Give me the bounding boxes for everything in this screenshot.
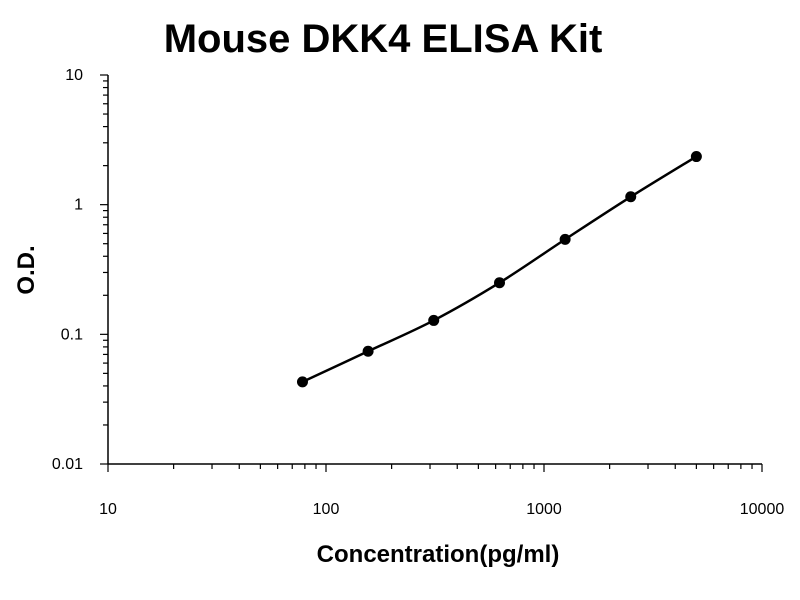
tick-labels: 10 100 1000 10000 0.01 0.1 1 10 [52, 67, 784, 518]
standard-curve-line [301, 155, 698, 383]
data-point [428, 314, 440, 326]
data-point [625, 191, 637, 203]
y-tick-label: 10 [65, 67, 83, 84]
data-point [296, 376, 308, 388]
y-axis-title: O.D. [13, 245, 40, 294]
x-tick-label: 1000 [526, 501, 562, 518]
x-tick-label: 10000 [740, 501, 785, 518]
data-point [362, 345, 374, 357]
y-tick-label: 0.1 [61, 326, 83, 343]
data-point [494, 277, 506, 289]
plot-area [296, 151, 702, 388]
x-tick-label: 100 [313, 501, 340, 518]
data-point [559, 233, 571, 245]
y-tick-label: 1 [74, 197, 83, 214]
axis-ticks [100, 74, 763, 472]
data-point [690, 151, 702, 163]
x-axis-title: Concentration(pg/ml) [317, 541, 560, 568]
x-tick-label: 10 [99, 501, 117, 518]
y-tick-label: 0.01 [52, 456, 83, 473]
chart-title: Mouse DKK4 ELISA Kit [164, 17, 603, 61]
